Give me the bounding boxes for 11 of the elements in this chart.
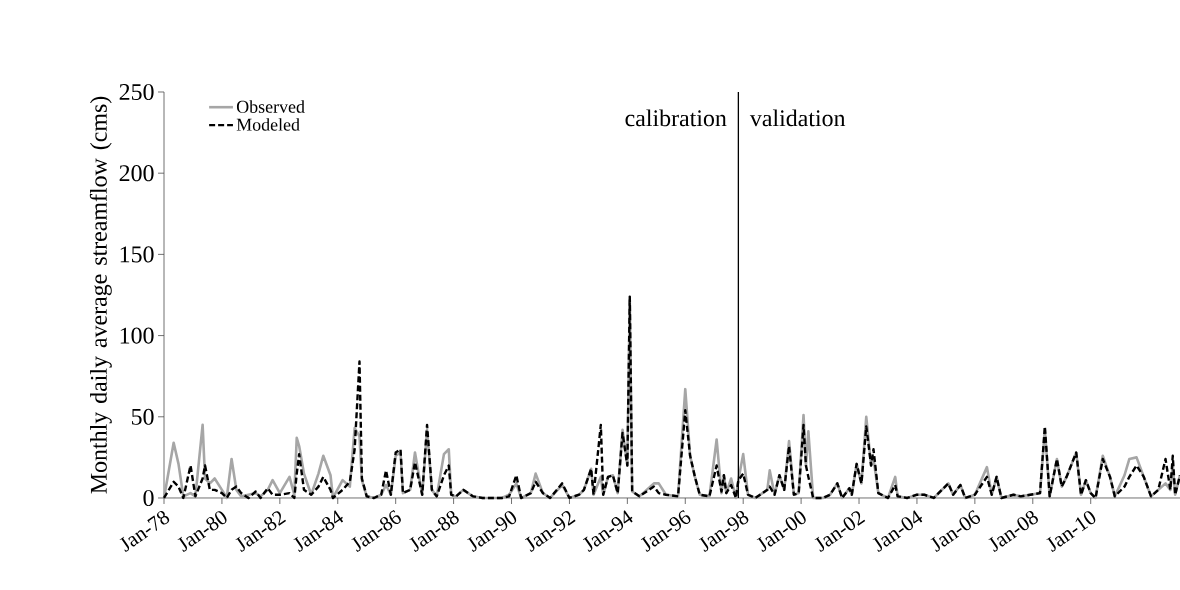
y-tick-label: 100	[120, 327, 154, 344]
y-tick-label: 150	[120, 246, 154, 263]
annotation: validation	[749, 109, 846, 127]
y-tick-label: 250	[119, 83, 154, 101]
y-tick-label: 50	[131, 408, 154, 425]
y-tick-label: 200	[119, 165, 154, 182]
annotation: calibration	[625, 109, 727, 127]
legend-label: Modeled	[236, 118, 300, 131]
y-tick-label: 0	[143, 489, 154, 507]
legend-label: Observed	[236, 100, 305, 113]
y-axis-title: Monthly daily average streamflow (cms)	[89, 96, 112, 494]
